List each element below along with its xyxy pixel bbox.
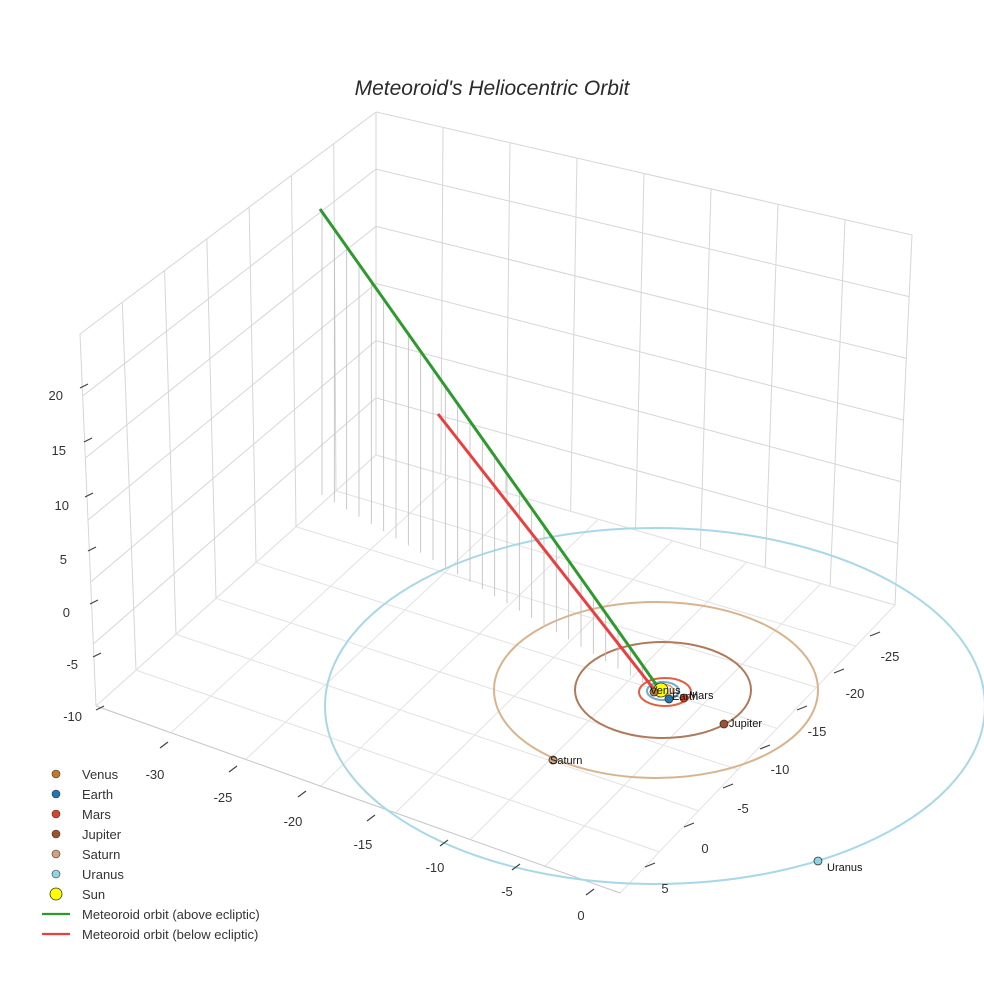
- legend[interactable]: Venus Earth Mars Jupiter Saturn Uranus S…: [42, 767, 260, 942]
- grid-floor-line: [619, 604, 896, 894]
- grid-floor-line: [375, 454, 896, 606]
- grid-floor-line: [135, 669, 660, 853]
- legend-label-above[interactable]: Meteoroid orbit (above ecliptic): [82, 907, 260, 922]
- orbit-jupiter: [574, 641, 752, 739]
- y-tick-5: 5: [661, 881, 668, 896]
- z-axis-ticks: 20 15 10 5 0 -5 -10: [49, 383, 105, 724]
- z-tick-minus10: -10: [63, 709, 82, 724]
- planet-orbits: [324, 527, 984, 885]
- chart-title: Meteoroid's Heliocentric Orbit: [355, 77, 631, 100]
- y-tick-minus20: -20: [846, 686, 865, 701]
- legend-marker-saturn: [51, 849, 61, 859]
- legend-label-uranus[interactable]: Uranus: [82, 867, 124, 882]
- legend-label-sun[interactable]: Sun: [82, 887, 105, 902]
- meteoroid-trajectories: [318, 208, 662, 698]
- label-earth: Earth: [672, 691, 698, 703]
- z-tick-10: 10: [55, 498, 69, 513]
- z-tick-minus5: -5: [66, 657, 78, 672]
- grid-right-horizontal: [375, 168, 910, 298]
- x-tick-minus25: -25: [214, 790, 233, 805]
- label-jupiter: Jupiter: [729, 718, 762, 730]
- trajectory-droplines: [321, 212, 656, 690]
- z-tick-15: 15: [52, 443, 66, 458]
- y-axis-ticks: -25 -20 -15 -10 -5 0 5: [644, 631, 900, 896]
- y-tick-minus10: -10: [771, 762, 790, 777]
- z-tick-5: 5: [60, 552, 67, 567]
- label-saturn: Saturn: [550, 755, 582, 767]
- grid-floor-line: [469, 561, 748, 840]
- legend-label-below[interactable]: Meteoroid orbit (below ecliptic): [82, 927, 258, 942]
- orbit-earth: [646, 681, 680, 701]
- planet-saturn-marker: [548, 755, 558, 765]
- grid-floor-line: [170, 476, 451, 734]
- legend-marker-uranus: [51, 869, 61, 879]
- z-tick-0: 0: [63, 605, 70, 620]
- grid-left-horizontal: [79, 111, 377, 335]
- grid-floor-line: [245, 497, 525, 760]
- grid-floor-line: [215, 597, 739, 771]
- grid-left-horizontal: [85, 225, 377, 459]
- trajectory-below-ecliptic: [436, 413, 662, 698]
- orbit-saturn: [493, 601, 819, 779]
- grid-floor-line: [95, 454, 377, 707]
- planet-earth-marker: [664, 694, 674, 704]
- planet-venus-marker: [649, 687, 659, 697]
- celestial-bodies: Venus Earth Mars Jupiter Saturn Uranus: [548, 682, 863, 874]
- legend-label-saturn[interactable]: Saturn: [82, 847, 120, 862]
- grid-floor-line: [320, 518, 599, 787]
- y-tick-minus15: -15: [808, 724, 827, 739]
- planet-uranus-marker: [813, 856, 823, 866]
- grid-floor-line: [395, 540, 673, 814]
- legend-label-earth[interactable]: Earth: [82, 787, 113, 802]
- legend-label-venus[interactable]: Venus: [82, 767, 119, 782]
- legend-marker-mars: [51, 809, 61, 819]
- grid-right-horizontal: [375, 283, 904, 421]
- grid-left-horizontal: [82, 168, 377, 397]
- trajectory-above-ecliptic: [318, 208, 662, 691]
- floor-edge-front: [95, 705, 621, 894]
- legend-marker-sun: [49, 887, 63, 901]
- x-tick-minus15: -15: [354, 837, 373, 852]
- grid-floor-line: [335, 490, 856, 647]
- legend-marker-earth: [51, 789, 61, 799]
- grid-left-horizontal: [87, 283, 377, 521]
- y-tick-minus25: -25: [881, 649, 900, 664]
- x-axis-ticks: -30 -25 -20 -15 -10 -5 0: [146, 741, 595, 923]
- x-tick-0: 0: [577, 908, 584, 923]
- orbit-uranus: [324, 527, 984, 885]
- z-tick-20: 20: [49, 388, 63, 403]
- legend-label-jupiter[interactable]: Jupiter: [82, 827, 122, 842]
- planet-jupiter-marker: [719, 719, 729, 729]
- y-tick-minus5: -5: [737, 801, 749, 816]
- grid-right-horizontal: [375, 397, 898, 544]
- legend-marker-venus: [51, 769, 61, 779]
- orbit-mars: [638, 677, 692, 707]
- x-tick-minus20: -20: [284, 814, 303, 829]
- planet-mars-marker: [679, 693, 689, 703]
- legend-marker-jupiter: [51, 829, 61, 839]
- grid-left-horizontal: [90, 340, 377, 583]
- x-tick-minus10: -10: [426, 860, 445, 875]
- y-tick-0: 0: [701, 841, 708, 856]
- x-tick-minus30: -30: [146, 767, 165, 782]
- legend-label-mars[interactable]: Mars: [82, 807, 111, 822]
- grid-floor-line: [175, 633, 699, 812]
- grid-right-horizontal: [375, 340, 901, 483]
- x-tick-minus5: -5: [501, 884, 513, 899]
- label-mars: Mars: [689, 690, 714, 702]
- grid-right-horizontal: [375, 225, 907, 359]
- label-uranus: Uranus: [827, 862, 863, 874]
- grid-left-horizontal: [93, 397, 377, 645]
- axis-grid: [79, 111, 913, 894]
- label-venus: Venus: [650, 685, 681, 697]
- grid-right-horizontal: [375, 111, 913, 236]
